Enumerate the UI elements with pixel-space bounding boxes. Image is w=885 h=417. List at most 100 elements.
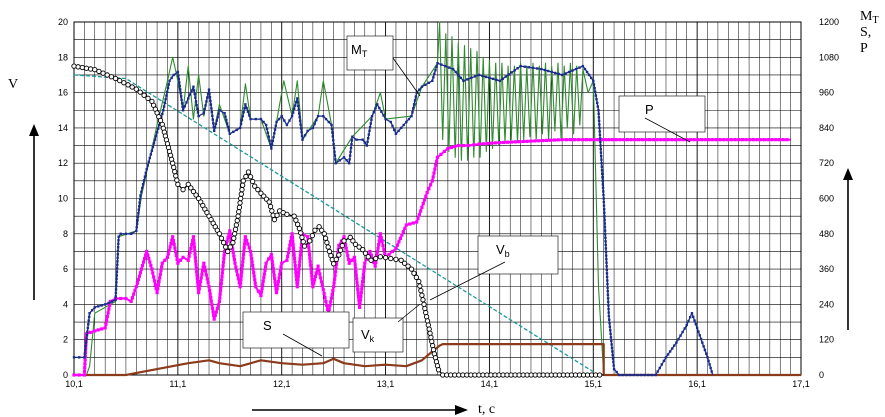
series-p-marker [100, 327, 104, 331]
series-m-t-marker [117, 235, 120, 238]
series-p-marker [350, 258, 354, 262]
series-v-k-marker [416, 278, 422, 285]
series-p-marker [291, 246, 296, 250]
series-p-marker [259, 293, 263, 298]
series-v-k-marker [417, 283, 423, 289]
series-m-t-marker [361, 138, 364, 141]
series-m-t-marker [254, 117, 257, 121]
chart-grid [74, 22, 801, 375]
series-p-marker [210, 303, 214, 307]
series-p-marker [159, 268, 163, 273]
series-m-t-marker [315, 118, 318, 122]
series-p-marker [744, 138, 748, 142]
series-p-marker [119, 296, 123, 301]
series-m-t-marker [188, 93, 192, 96]
left-tick-label: 18 [58, 52, 68, 62]
series-v-k-marker [298, 230, 304, 236]
series-m-t-marker [86, 326, 90, 330]
series-p-marker [290, 232, 294, 236]
series-v-k-marker [266, 199, 272, 205]
right-tick-label: 360 [819, 264, 834, 274]
series-p-marker [158, 276, 162, 280]
series-m-t-marker [83, 356, 86, 359]
series-v-k-marker [145, 95, 151, 101]
right-axis-arrow-head [843, 168, 853, 180]
series-m-t-marker [280, 114, 283, 118]
series-m-t-marker [557, 72, 560, 76]
series-p-marker [259, 290, 264, 294]
series-p-marker [133, 288, 137, 293]
series-v-k-marker [352, 241, 359, 248]
series-p-marker [165, 255, 170, 259]
series-p-marker [136, 278, 140, 282]
series-p-marker [560, 138, 564, 142]
series-m-t-marker [115, 284, 118, 288]
series-p-marker [317, 268, 321, 272]
series-m-t-marker [115, 274, 118, 277]
series-p-marker [435, 159, 439, 163]
series-v-k-marker [190, 188, 197, 195]
series-m-t-marker [226, 125, 230, 129]
series-p-marker [299, 249, 303, 254]
series-p-marker [189, 246, 193, 251]
series-m-t-marker [599, 154, 603, 158]
series-m-t-marker [436, 61, 439, 65]
series-p-marker [333, 270, 338, 274]
series-p-marker [533, 139, 537, 143]
series-p-marker [670, 138, 674, 142]
right-axis-label-m: MT [860, 9, 879, 26]
series-p-marker [297, 267, 301, 271]
series-p-marker [368, 249, 372, 254]
series-p-marker [355, 280, 359, 284]
series-v-k-marker [337, 247, 344, 253]
series-p-marker [167, 248, 171, 253]
series-p-marker [714, 138, 719, 142]
series-p-marker [361, 272, 366, 276]
series-p-marker [777, 138, 782, 142]
series-p-marker [143, 256, 147, 261]
series-m-t-marker [167, 83, 170, 86]
series-p-marker [362, 268, 366, 273]
series-m-t-marker [148, 156, 152, 160]
series-m-t-marker [172, 73, 175, 77]
series-m-t-marker [606, 293, 610, 296]
series-m-t-marker [114, 298, 117, 302]
series-v-k-marker [137, 89, 143, 95]
series-p-marker [108, 303, 112, 307]
series-p-marker [290, 235, 295, 239]
series-p-marker [356, 295, 361, 299]
series-m-t-marker [605, 272, 609, 275]
series-m-t-marker [150, 149, 154, 152]
series-s-line [74, 343, 801, 377]
series-p-marker [278, 268, 283, 273]
series-m-t-marker [701, 341, 704, 344]
series-m-t-marker [156, 127, 160, 130]
series-m-t-marker [433, 72, 436, 75]
series-m-t-marker [291, 111, 295, 114]
series-v-k-marker [388, 255, 394, 262]
series-m-t-marker [605, 261, 608, 264]
series-v-k-marker [429, 338, 435, 345]
series-p-marker [313, 274, 318, 279]
series-v-k-marker [141, 92, 147, 98]
series-p-marker [203, 269, 208, 273]
series-p-marker [477, 142, 481, 146]
callouts: MT P Vb Vk S [242, 35, 706, 357]
series-m-t-marker [602, 193, 605, 197]
series-m-t-marker [603, 218, 606, 222]
series-p-marker [248, 249, 253, 254]
series-p-marker [295, 285, 299, 289]
series-p-marker [785, 138, 789, 142]
series-v-k-marker [172, 169, 178, 175]
series-m-t-marker [345, 159, 348, 162]
series-p-marker [751, 138, 756, 142]
series-m-t-marker [596, 105, 600, 108]
series-p-marker [525, 139, 529, 143]
series-p-marker [194, 259, 198, 263]
series-m-t-marker [603, 225, 607, 229]
series-m-t-marker [333, 154, 337, 157]
right-axis-label-p: P [860, 41, 868, 56]
series-p-marker [506, 140, 510, 144]
series-v-k-marker [300, 239, 306, 245]
series-p-marker [356, 287, 360, 292]
